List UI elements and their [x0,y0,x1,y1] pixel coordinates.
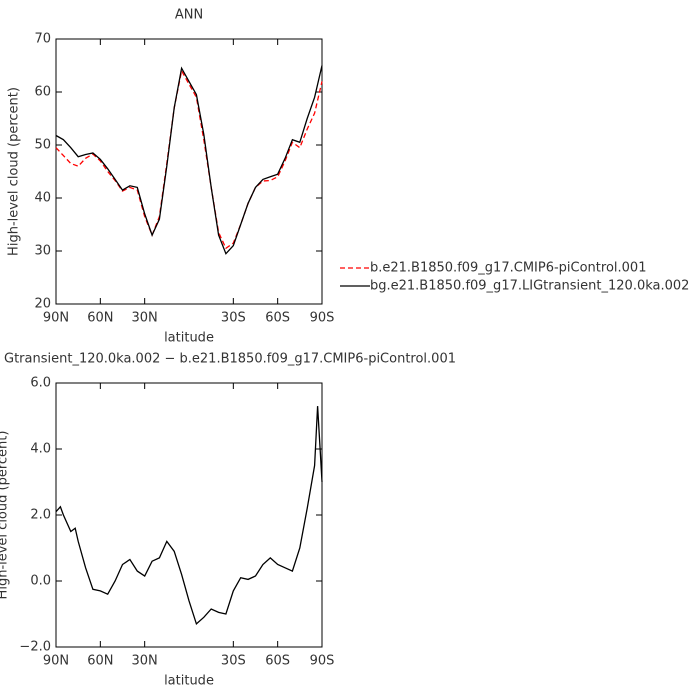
x-tick-label: 60N [87,654,113,669]
y-tick-label: 60 [34,85,51,100]
x-tick-label: 90S [310,311,335,326]
x-tick-label: 60N [87,311,113,326]
x-tick-label: 60S [265,311,290,326]
x-tick-label: 30S [221,311,246,326]
y-tick-label: 70 [34,32,51,47]
legend-label: b.e21.B1850.f09_g17.CMIP6-piControl.001 [370,261,646,276]
y-tick-label: 50 [34,138,51,153]
x-axis-label: latitude [164,331,214,346]
y-axis-label: High-level cloud (percent) [0,431,11,600]
legend-label: bg.e21.B1850.f09_g17.LIGtransient_120.0k… [370,279,689,294]
chart-title: ANN [175,8,203,23]
x-tick-label: 60S [265,654,290,669]
y-tick-label: 0.0 [30,574,51,589]
x-axis-label: latitude [164,674,214,689]
x-tick-label: 30S [221,654,246,669]
x-tick-label: 30N [132,311,158,326]
data-line [55,68,323,250]
y-tick-label: 30 [34,244,51,259]
y-tick-label: 6.0 [30,376,51,391]
chart-title: Gtransient_120.0ka.002 − b.e21.B1850.f09… [4,352,456,367]
plot-frame [55,38,323,305]
y-tick-label: 20 [34,297,51,312]
y-tick-label: 4.0 [30,442,51,457]
data-line [55,65,323,255]
x-tick-label: 30N [132,654,158,669]
y-tick-label: 2.0 [30,508,51,523]
x-tick-label: 90N [43,654,69,669]
x-tick-label: 90S [310,654,335,669]
x-tick-label: 90N [43,311,69,326]
y-axis-label: High-level cloud (percent) [7,87,22,256]
plot-frame [55,382,323,648]
data-line [55,406,323,626]
y-tick-label: 40 [34,191,51,206]
y-tick-label: −2.0 [19,640,51,655]
